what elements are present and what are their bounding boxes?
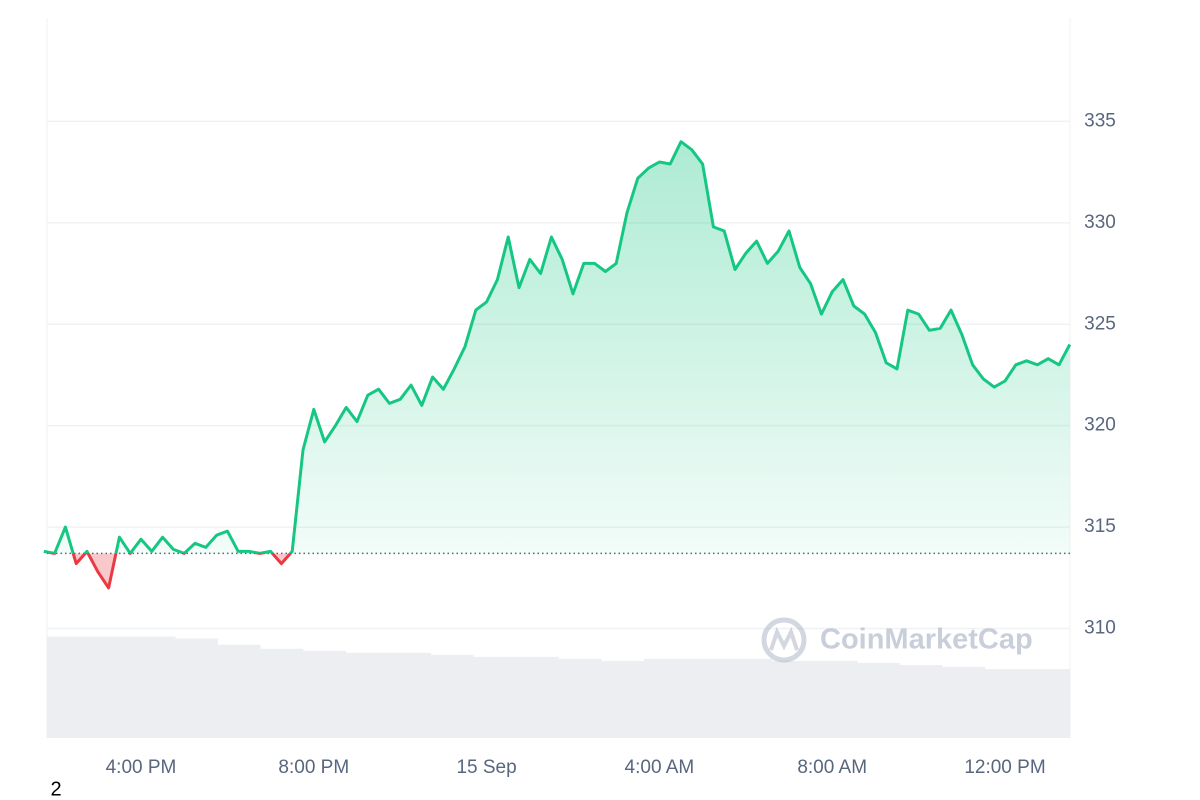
volume-bar bbox=[984, 669, 1028, 738]
watermark-logo bbox=[761, 617, 807, 663]
y-tick-label: 330 bbox=[1084, 212, 1116, 233]
volume-bar bbox=[558, 658, 602, 738]
volume-bar bbox=[729, 658, 773, 738]
volume-bar bbox=[814, 660, 858, 738]
price-line bbox=[43, 140, 1072, 554]
volume-bar bbox=[899, 664, 943, 738]
volume-bar bbox=[89, 636, 133, 738]
volume-bar bbox=[771, 660, 815, 738]
volume-bar bbox=[132, 636, 176, 738]
y-tick-label: 315 bbox=[1084, 516, 1116, 537]
volume-bar bbox=[47, 636, 91, 738]
x-tick-label: 4:00 PM bbox=[106, 757, 177, 778]
area-up bbox=[43, 141, 1070, 554]
volume-bar bbox=[302, 650, 346, 738]
footer-note: 2 bbox=[50, 778, 61, 800]
volume-bar bbox=[942, 667, 986, 738]
watermark-circle bbox=[761, 617, 807, 663]
volume-bar bbox=[686, 658, 730, 738]
volume-bar bbox=[345, 652, 389, 738]
volume-bar bbox=[856, 662, 900, 738]
x-tick-label: 15 Sep bbox=[456, 757, 516, 778]
watermark: CoinMarketCap bbox=[820, 624, 1033, 656]
volume-bar bbox=[388, 652, 432, 738]
y-tick-label: 320 bbox=[1084, 415, 1116, 436]
volume-bar bbox=[174, 638, 218, 738]
volume-bar bbox=[643, 658, 687, 738]
y-tick-label: 335 bbox=[1084, 110, 1116, 131]
volume-bar bbox=[515, 656, 559, 738]
volume-bar bbox=[430, 654, 474, 738]
volume-bar bbox=[473, 656, 517, 738]
volume-bar bbox=[260, 648, 304, 738]
x-tick-label: 8:00 AM bbox=[797, 757, 867, 778]
y-tick-label: 310 bbox=[1084, 617, 1116, 638]
volume-bar bbox=[601, 660, 645, 738]
watermark-glyph bbox=[769, 626, 799, 651]
y-tick-label: 325 bbox=[1084, 313, 1116, 334]
volume-bar bbox=[217, 644, 261, 738]
x-tick-label: 12:00 PM bbox=[964, 757, 1045, 778]
x-tick-label: 4:00 AM bbox=[625, 757, 695, 778]
x-tick-label: 8:00 PM bbox=[278, 757, 349, 778]
volume-bar bbox=[1027, 669, 1071, 738]
